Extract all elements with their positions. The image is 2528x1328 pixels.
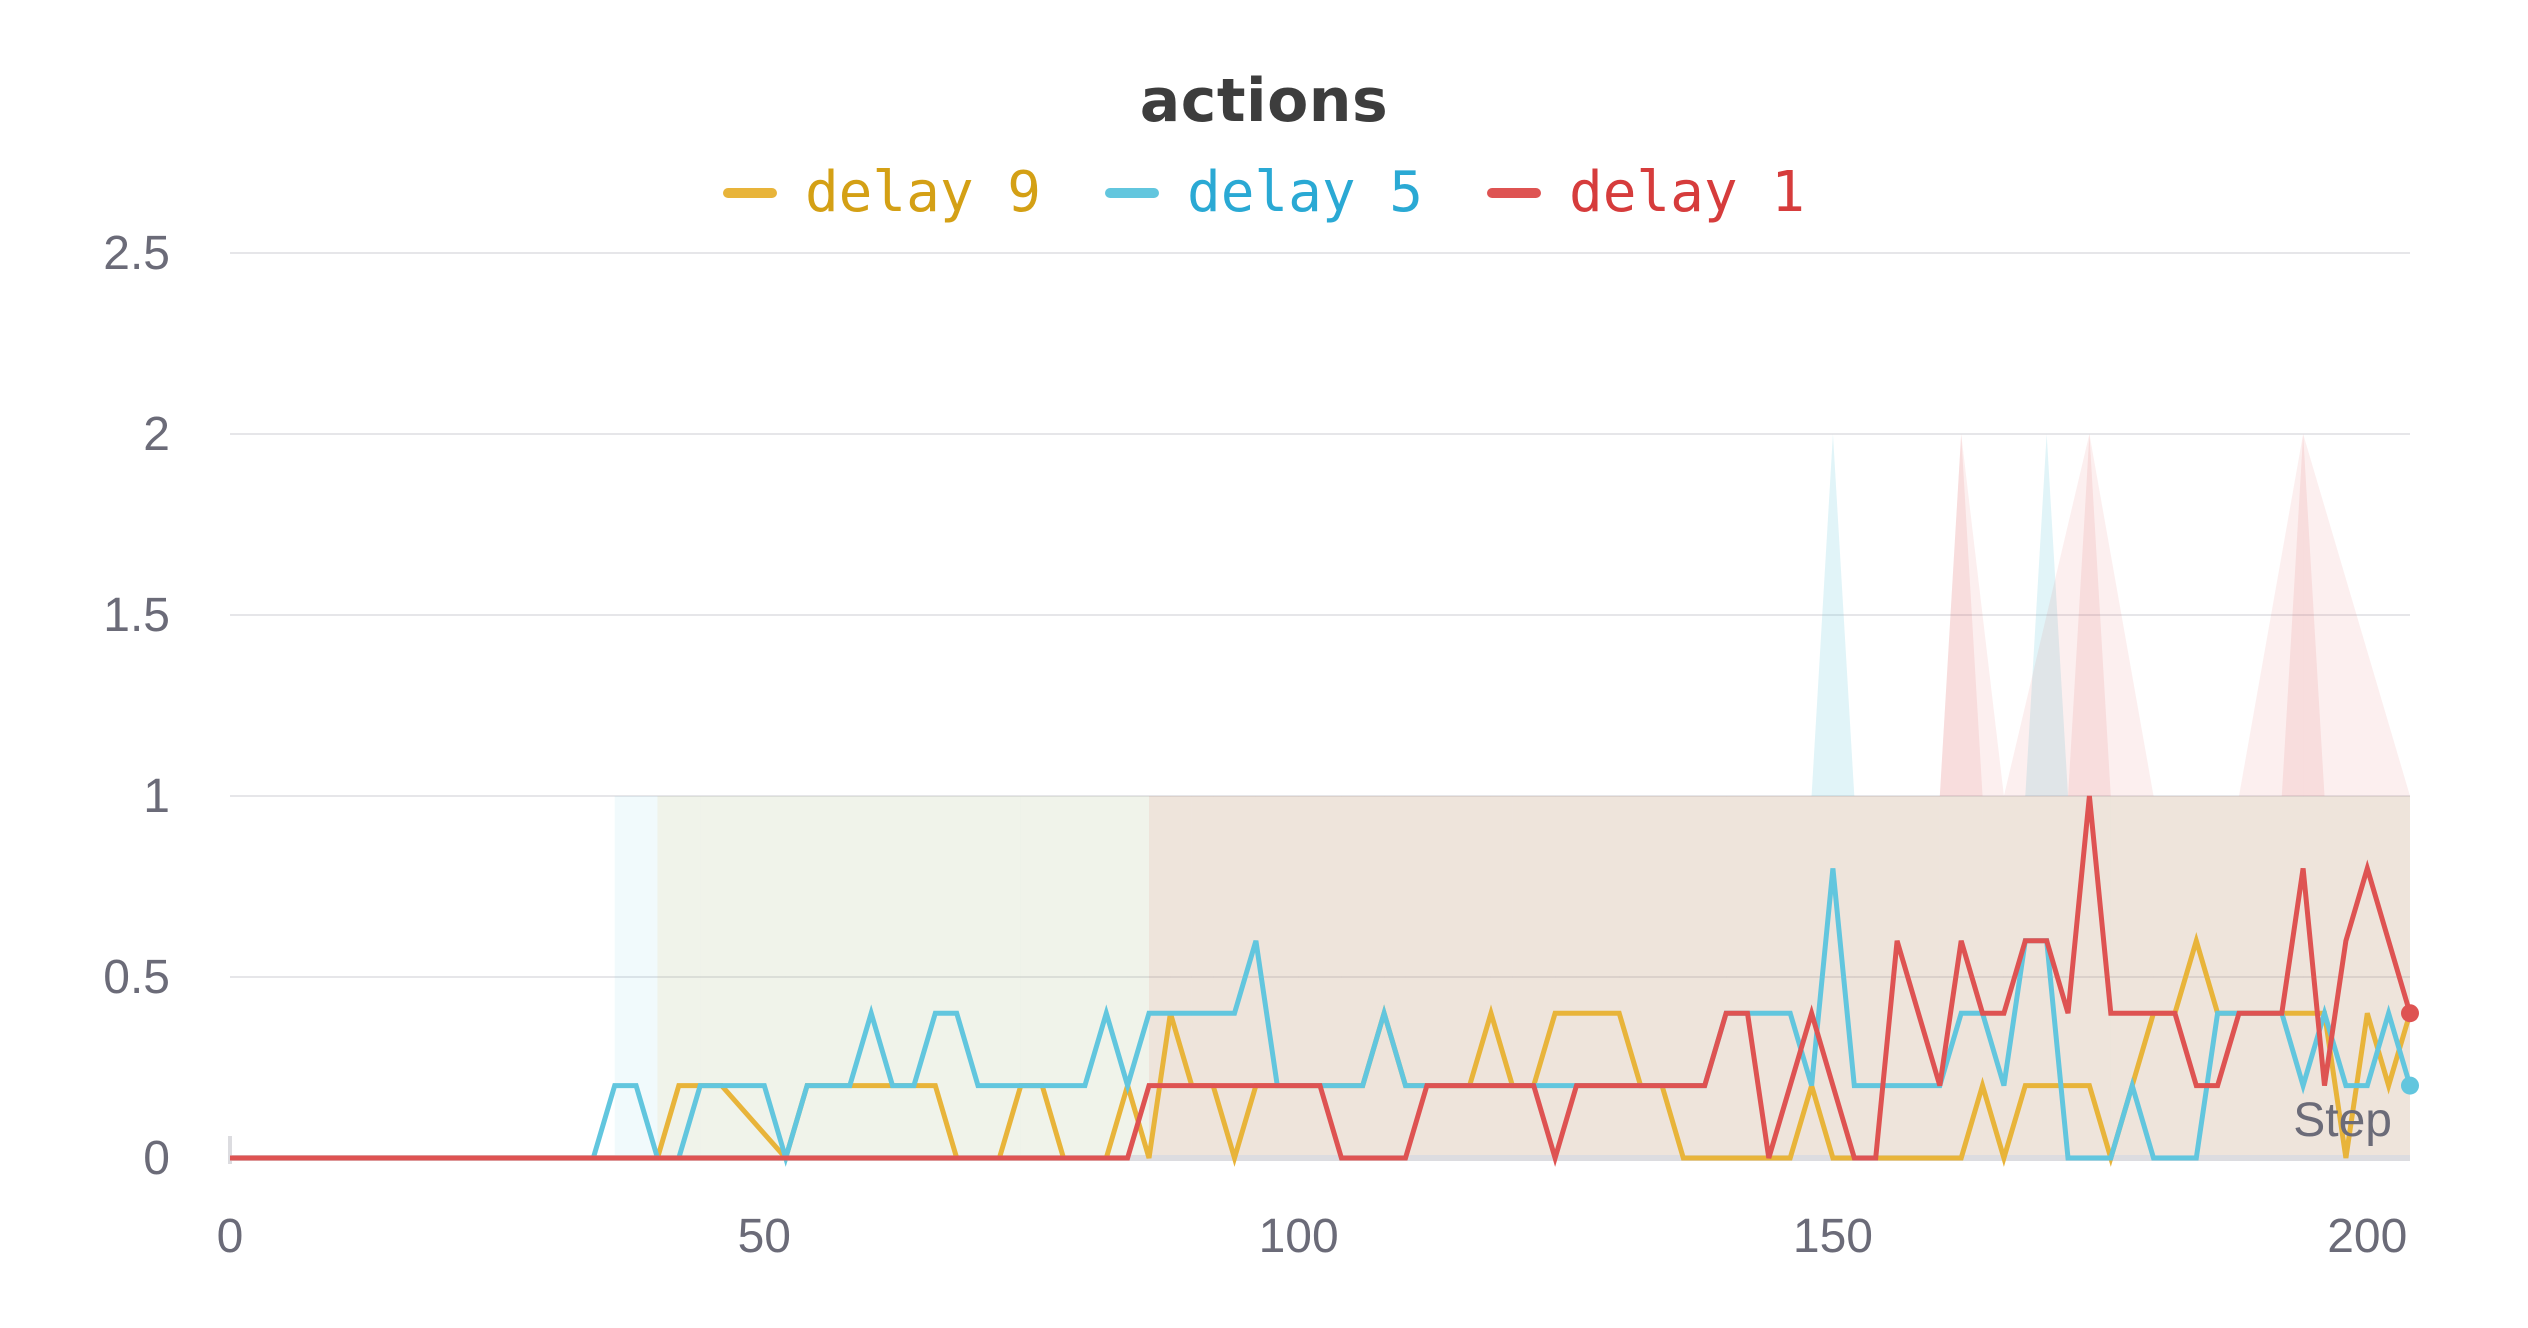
band-delay-9 xyxy=(2324,796,2410,1158)
band-delay-5 xyxy=(2367,796,2410,1158)
band-delay-1 xyxy=(1149,796,1192,1158)
band-delay-5 xyxy=(1384,796,1513,1158)
band-peak-delay-1 xyxy=(2281,434,2325,796)
y-tick-label: 2 xyxy=(143,408,170,461)
band-delay-5 xyxy=(1811,434,1833,1158)
band-delay-5 xyxy=(1149,796,1214,1158)
y-tick-label: 0.5 xyxy=(103,951,170,1004)
legend-swatch-delay-5 xyxy=(1104,187,1159,198)
legend-item-delay-5[interactable]: delay 5 xyxy=(1104,160,1423,225)
band-delay-5 xyxy=(2196,796,2261,1158)
band-delay-9 xyxy=(1490,796,1577,1158)
band-delay-9 xyxy=(2110,796,2197,1158)
legend-label-delay-5: delay 5 xyxy=(1186,160,1423,225)
legend-label-delay-1: delay 1 xyxy=(1569,160,1806,225)
y-tick-label: 0 xyxy=(143,1132,170,1185)
band-delay-5 xyxy=(1726,796,1812,1158)
band-delay-1 xyxy=(1726,796,1876,1158)
x-tick-label: 200 xyxy=(2327,1210,2407,1263)
y-tick-label: 2.5 xyxy=(103,227,170,280)
legend-label-delay-9: delay 9 xyxy=(804,160,1041,225)
band-delay-9 xyxy=(1020,796,1128,1158)
band-delay-5 xyxy=(1341,796,1385,1158)
band-delay-9 xyxy=(1127,796,1171,1158)
chart-legend: delay 9 delay 5 delay 1 xyxy=(0,160,2528,225)
band-delay-5 xyxy=(636,796,765,1158)
band-delay-9 xyxy=(913,796,1021,1158)
band-delay-5 xyxy=(785,796,850,1158)
band-delay-5 xyxy=(1020,796,1085,1158)
band-delay-9 xyxy=(1576,796,1662,1158)
end-markers xyxy=(2401,1004,2419,1095)
band-delay-5 xyxy=(1298,796,1342,1158)
band-delay-5 xyxy=(2025,434,2047,1158)
y-tick-label: 1 xyxy=(143,770,170,823)
band-delay-5 xyxy=(1897,796,1940,1158)
band-delay-5 xyxy=(1939,796,1983,1158)
axes: 0 0.5 1 1.5 2 2.5 0 50 100 150 200 xyxy=(103,227,2410,1263)
end-marker-delay-1[interactable] xyxy=(2401,1004,2419,1023)
x-tick-label: 150 xyxy=(1793,1210,1873,1263)
band-delay-1 xyxy=(2153,796,2240,1158)
band-delay-5 xyxy=(1982,796,2026,1158)
band-delay-9 xyxy=(1255,796,1385,1158)
series-lines xyxy=(230,795,2413,1167)
band-peak-delay-1 xyxy=(2068,434,2111,796)
band-delay-5 xyxy=(1619,796,1727,1158)
band-delay-9 xyxy=(1661,796,1812,1158)
band-delay-9 xyxy=(828,796,914,1158)
band-delay-5 xyxy=(2153,796,2197,1158)
band-delay-5 xyxy=(1832,434,1855,1158)
band-delay-5 xyxy=(2110,796,2154,1158)
band-delay-5 xyxy=(1255,796,1299,1158)
band-delay-5 xyxy=(764,796,786,1158)
chart-title: actions xyxy=(1139,66,1389,136)
band-delay-5 xyxy=(892,796,936,1158)
series-line-delay-1[interactable] xyxy=(230,795,2413,1167)
band-delay-1 xyxy=(1298,796,1406,1158)
x-tick-label: 100 xyxy=(1259,1210,1339,1263)
legend-swatch-delay-1 xyxy=(1487,187,1541,198)
band-delay-1 xyxy=(2303,434,2410,1158)
band-delay-5 xyxy=(2324,796,2368,1158)
grid-lines xyxy=(230,252,2410,978)
x-axis-label: Step xyxy=(2293,1094,2392,1147)
band-peak-delay-5 xyxy=(1811,434,1855,796)
band-delay-5 xyxy=(935,796,1021,1158)
x-tick-label: 0 xyxy=(217,1210,244,1263)
band-delay-1 xyxy=(1405,796,1556,1158)
band-delay-9 xyxy=(1170,796,1256,1158)
end-marker-delay-5[interactable] xyxy=(2401,1076,2419,1095)
band-delay-1 xyxy=(2003,434,2090,1158)
band-peak-delay-5 xyxy=(2025,434,2069,796)
band-delay-9 xyxy=(1384,796,1491,1158)
legend-item-delay-9[interactable]: delay 9 xyxy=(722,160,1041,225)
band-delay-5 xyxy=(614,796,637,1158)
legend-swatch-delay-9 xyxy=(722,187,777,198)
band-delay-1 xyxy=(1555,796,1727,1158)
legend-item-delay-1[interactable]: delay 1 xyxy=(1487,160,1805,225)
band-delay-5 xyxy=(849,796,893,1158)
band-peak-delay-1 xyxy=(1939,434,1983,796)
y-tick-label: 1.5 xyxy=(103,589,170,642)
band-delay-9 xyxy=(2196,796,2325,1158)
band-delay-9 xyxy=(657,796,701,1158)
variance-bands xyxy=(614,434,2410,1158)
x-tick-label: 50 xyxy=(738,1210,791,1263)
band-delay-9 xyxy=(700,796,829,1158)
band-delay-5 xyxy=(1213,796,1256,1158)
